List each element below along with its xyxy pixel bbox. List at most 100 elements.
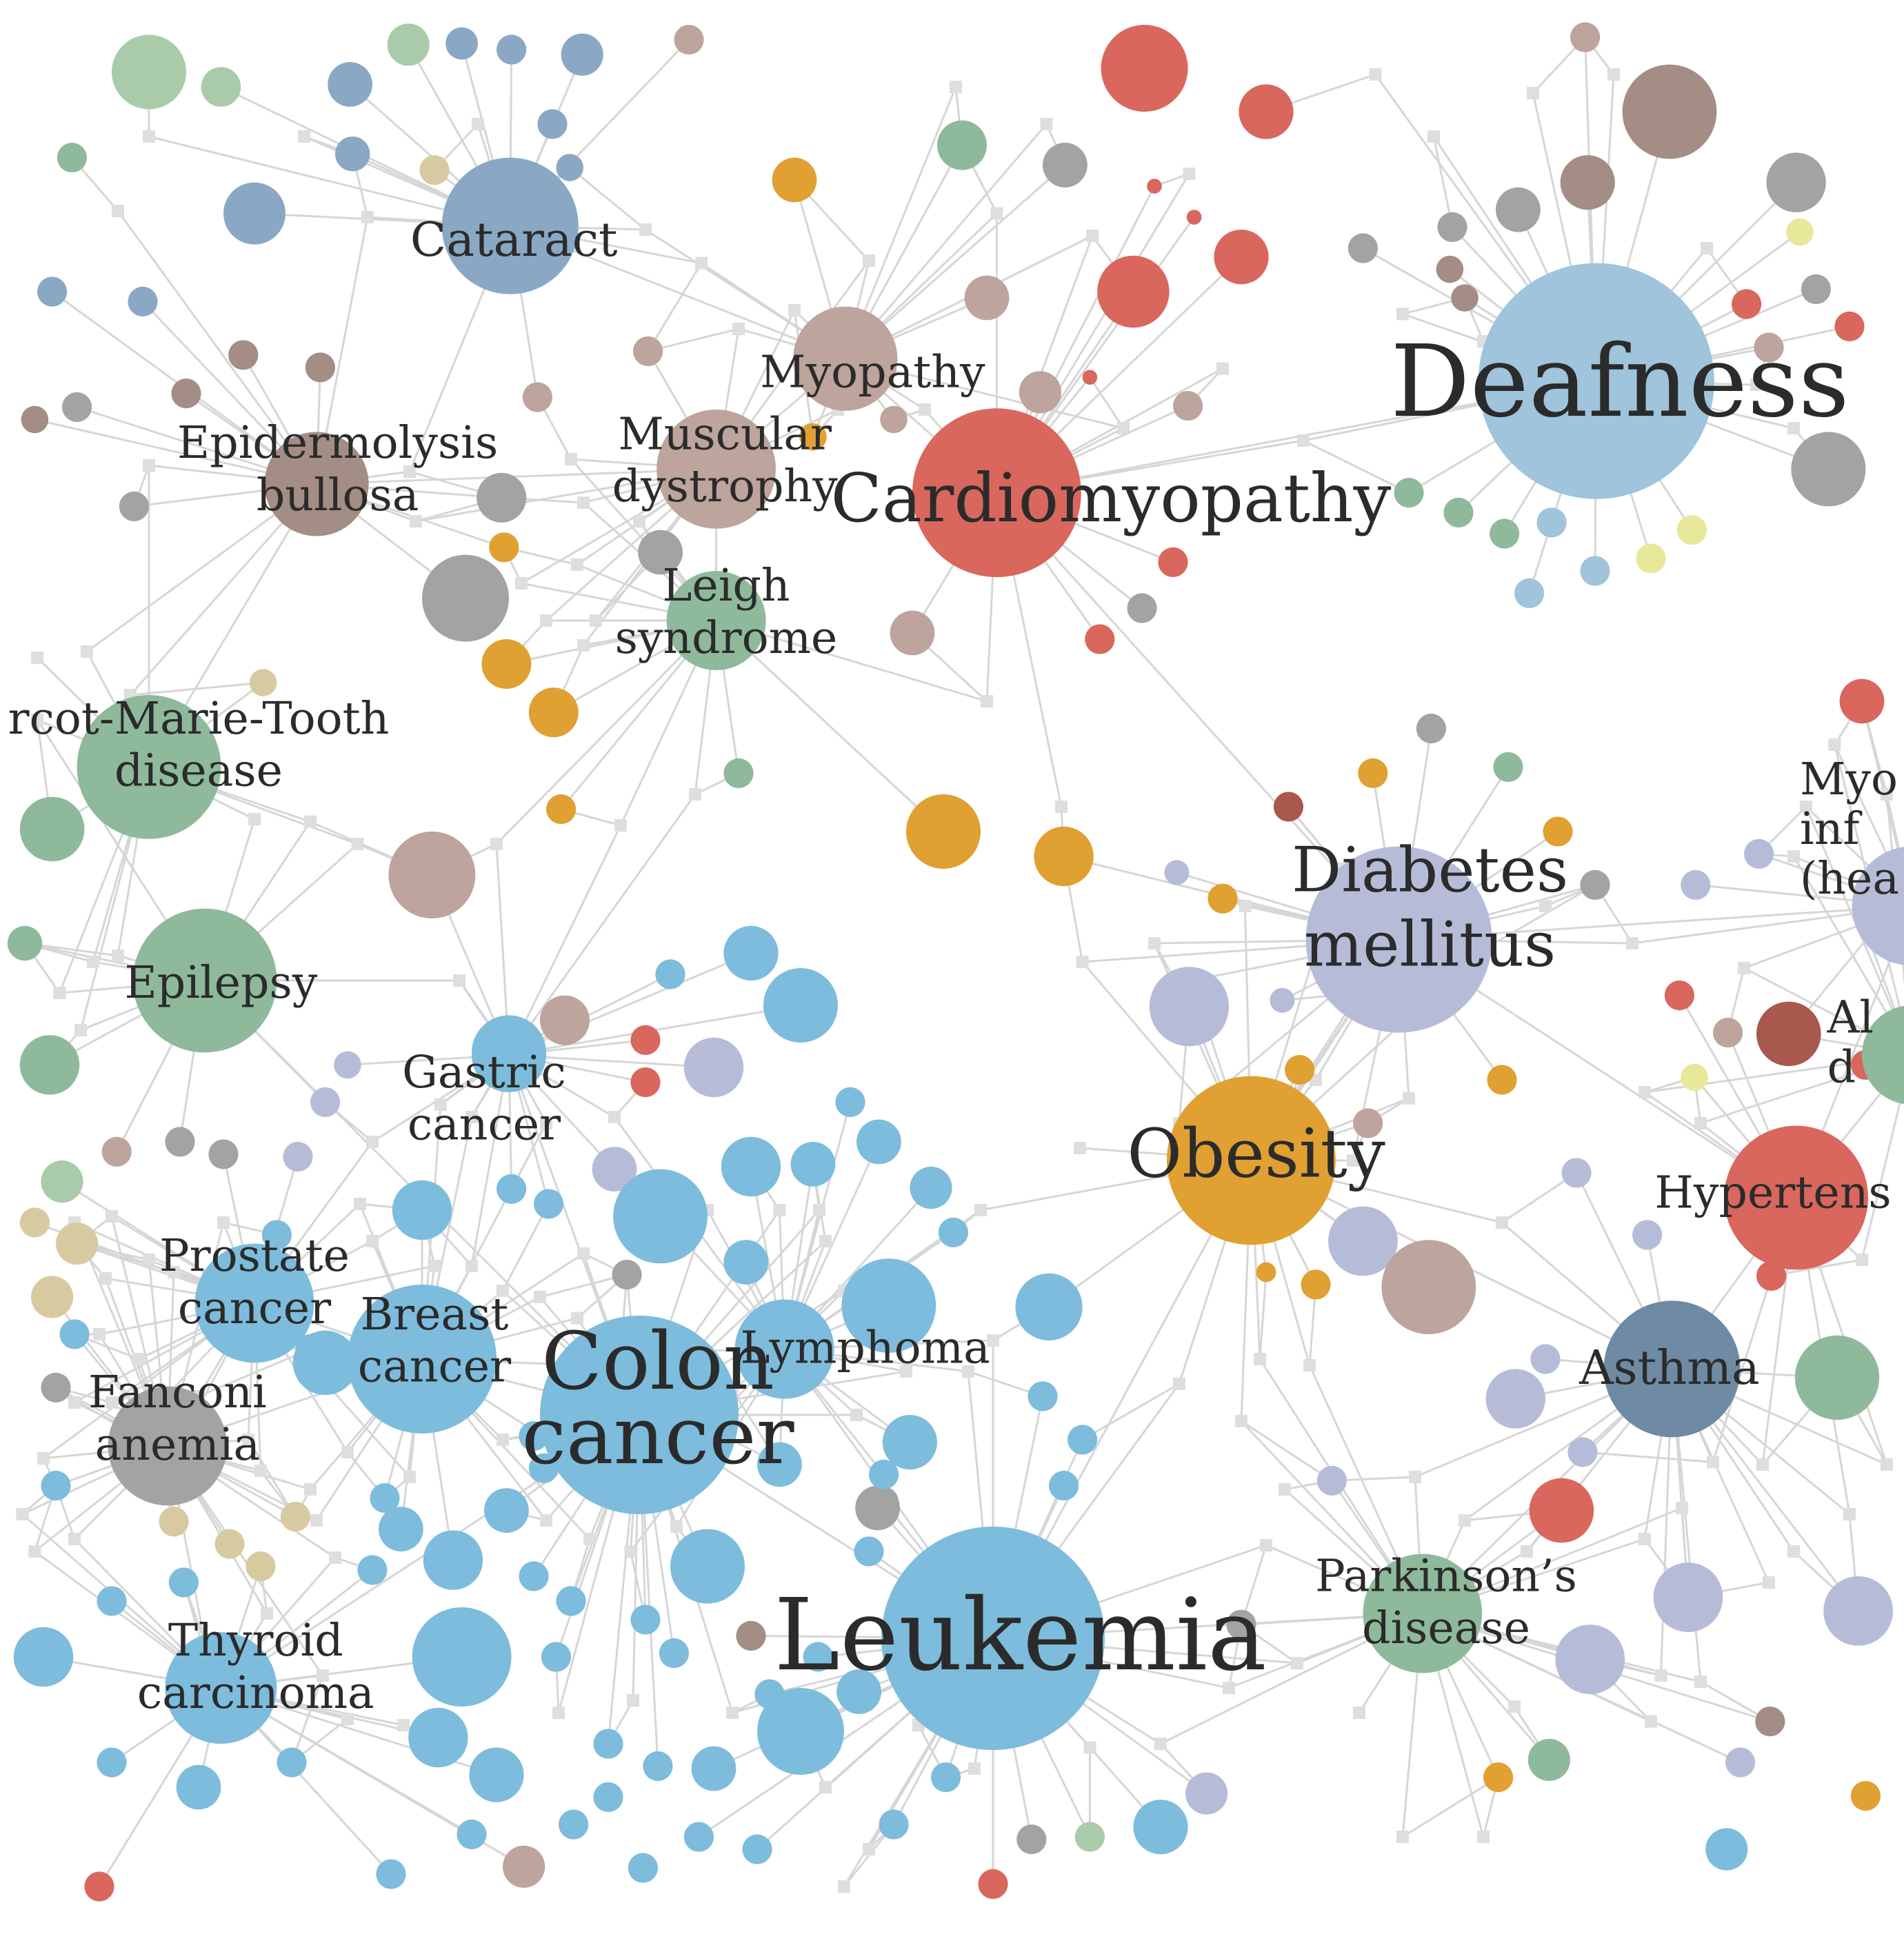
disease-node [379,1507,423,1552]
breast-cancer-label-line: Breast [361,1289,509,1340]
disease-node [419,155,450,185]
disease-node [1580,556,1610,586]
gene-node [627,1694,639,1707]
disease-node [1801,274,1831,304]
disease-node [1530,1344,1561,1374]
disease-node [556,1586,586,1616]
gene-node [726,1707,739,1719]
gene-node [863,1843,875,1855]
disease-node [1273,792,1303,822]
disease-node [643,1751,673,1781]
disease-node [31,1276,74,1318]
gene-node [341,1446,354,1458]
edge [508,825,622,1056]
disease-node [57,143,87,173]
disease-node [630,1025,661,1055]
disease-node [484,1488,529,1533]
disease-node [1744,838,1774,869]
parkinsons-disease-label: Parkinson’s disease [1315,1551,1577,1655]
edge [508,794,697,1056]
gene-node [1654,1669,1667,1682]
gene-node [1521,1545,1533,1558]
gene-node [497,1434,509,1446]
disease-node [541,1642,572,1672]
disease-node [1636,543,1666,574]
parkinsons-disease-node [1363,1553,1483,1673]
gene-node [1843,1508,1856,1520]
gene-node [819,1235,832,1247]
leigh-syndrome-label-line: syndrome [615,612,838,664]
edge [1402,1776,1499,1838]
charcot-marie-tooth-label: rcot-Marie-Tooth disease [8,693,390,797]
disease-node [1049,1471,1079,1501]
cardiomyopathy-label-line: Cardiomyopathy [831,459,1392,537]
gene-node [143,1254,155,1266]
gene-node [968,1762,981,1775]
muscular-dystrophy-label-line: dystrophy [612,461,839,512]
disease-node [334,1051,361,1079]
leigh-syndrome-label-line: Leigh [662,560,790,612]
disease-node [683,1822,714,1852]
disease-node [497,1174,527,1204]
disease-node [519,1561,549,1591]
edge [539,1274,628,1298]
disease-node [97,1586,127,1616]
gene-node [577,1247,590,1260]
disease-node [1034,826,1094,887]
disease-node [757,1442,802,1487]
gene-node [351,838,364,850]
disease-node [376,1859,406,1889]
disease-node [41,1372,71,1402]
disease-node [1097,255,1170,328]
gene-node [1254,1353,1266,1365]
myopathy-label: Myopathy [760,347,985,399]
disease-node [1068,1425,1098,1455]
gene-node [565,453,577,465]
gene-node [1409,1471,1421,1483]
lymphoma-label-line: Lymphoma [740,1322,990,1374]
disease-node [880,405,908,434]
disease-node [445,27,478,60]
disease-node [1514,578,1545,609]
colon-cancer-label: Colon cancer [521,1316,794,1482]
gene-node [1260,1539,1272,1551]
edge [290,1675,324,1763]
disease-node [592,1147,637,1191]
gene-node [87,956,99,968]
disease-node [19,796,85,862]
leukemia-label: Leukemia [774,1577,1267,1693]
gene-node [1800,801,1812,813]
edge [996,492,1400,941]
disease-node [59,1319,90,1349]
disease-node [387,23,430,66]
disease-node [723,1240,769,1285]
disease-node [742,1834,772,1864]
gene-node [1074,1142,1086,1154]
disease-node [1580,869,1610,900]
colon-cancer-label-line: Colon [541,1316,774,1408]
disease-node [1536,507,1567,538]
gene-node [217,1216,230,1229]
disease-node [522,382,553,412]
disease-node [1485,1369,1545,1429]
charcot-marie-tooth-label-line: disease [114,745,283,796]
edge [1501,1171,1577,1224]
disease-node [1394,478,1424,508]
edge [1432,136,1454,228]
disease-node [19,1035,80,1095]
gene-node [1154,1738,1167,1750]
disease-node [856,1119,901,1165]
gene-node [1626,937,1639,949]
gene-node [813,1204,825,1216]
prostate-cancer-label-line: cancer [178,1283,331,1334]
disease-node [721,1136,781,1197]
alzheimer-label-line: Al [1827,992,1874,1044]
disease-node [489,532,519,563]
gene-node [577,639,590,652]
gene-node [81,645,93,658]
disease-node [1681,1063,1708,1092]
disease-node [659,1638,690,1669]
disease-node [1082,370,1098,385]
disease-node [56,1223,99,1265]
gene-node [68,1396,81,1409]
